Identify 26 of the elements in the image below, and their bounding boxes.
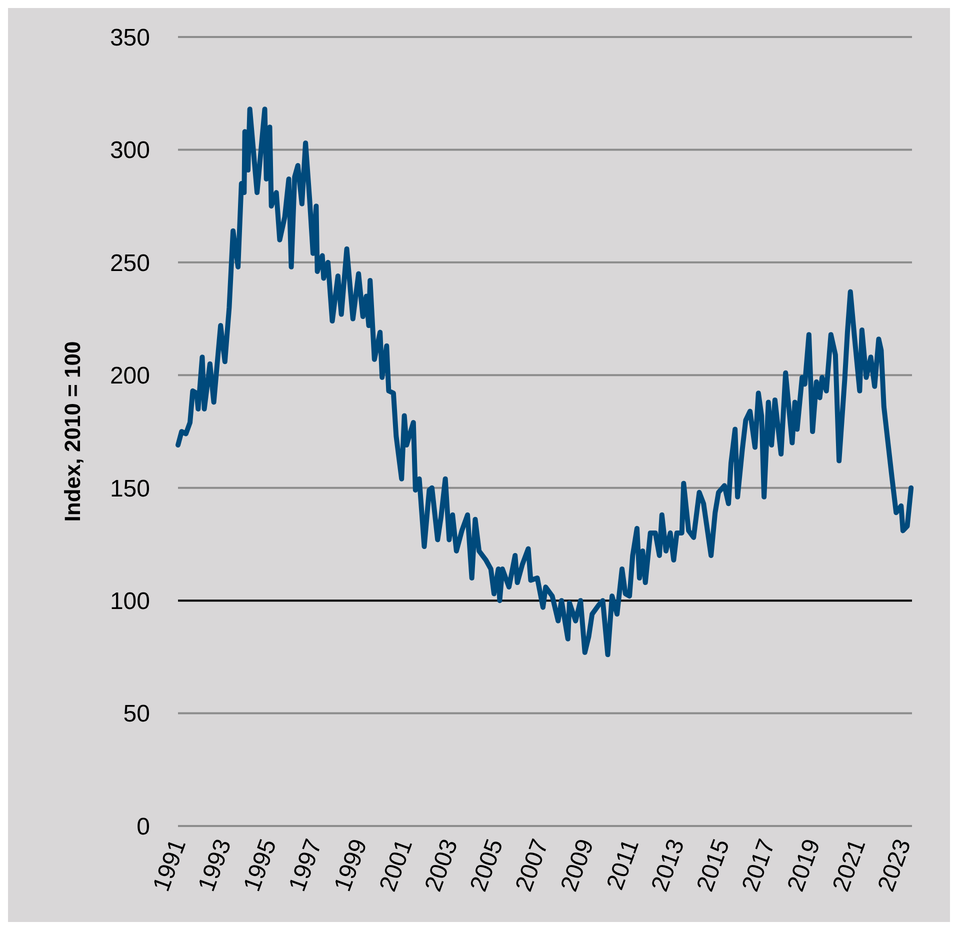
y-tick-label: 250 bbox=[110, 250, 150, 277]
x-tick-label: 2019 bbox=[782, 836, 826, 896]
x-tick-label: 2007 bbox=[510, 836, 554, 896]
x-tick-label: 1991 bbox=[148, 836, 192, 896]
x-tick-label: 1995 bbox=[238, 836, 282, 896]
x-tick-label: 2015 bbox=[692, 836, 736, 896]
y-tick-label: 200 bbox=[110, 362, 150, 390]
x-tick-label: 2021 bbox=[828, 836, 872, 896]
x-tick-label: 1997 bbox=[284, 836, 328, 896]
y-axis-title: Index, 2010 = 100 bbox=[60, 341, 85, 522]
x-tick-label: 2023 bbox=[872, 836, 916, 896]
x-tick-label: 2011 bbox=[602, 836, 645, 894]
x-tick-label: 2017 bbox=[736, 836, 781, 896]
y-tick-label: 300 bbox=[110, 137, 150, 164]
x-tick-label: 2005 bbox=[465, 836, 509, 896]
x-tick-label: 1999 bbox=[329, 836, 373, 896]
y-tick-label: 50 bbox=[123, 700, 150, 728]
y-tick-label: 150 bbox=[110, 475, 150, 502]
y-tick-label: 100 bbox=[110, 588, 150, 615]
x-tick-label: 2001 bbox=[374, 836, 418, 896]
x-tick-label: 2003 bbox=[420, 836, 464, 896]
x-tick-label: 2013 bbox=[646, 836, 690, 896]
x-tick-label: 1993 bbox=[193, 836, 237, 896]
y-tick-label: 0 bbox=[136, 813, 150, 840]
x-tick-label: 2009 bbox=[556, 836, 600, 896]
y-tick-label: 350 bbox=[110, 24, 150, 52]
